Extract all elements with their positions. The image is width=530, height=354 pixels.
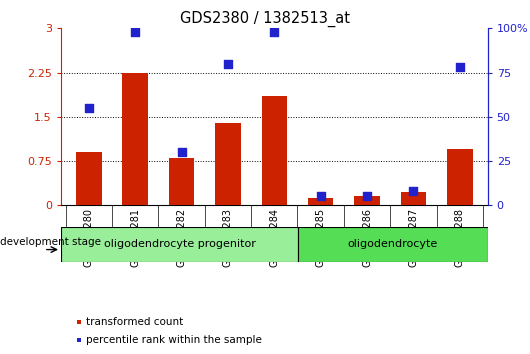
Point	[270, 29, 279, 35]
Text: development stage: development stage	[0, 238, 101, 247]
Bar	[308, 198, 333, 205]
Text: oligodendrocyte progenitor: oligodendrocyte progenitor	[103, 239, 255, 249]
Point	[316, 194, 325, 199]
Bar	[76, 152, 102, 205]
Point	[409, 188, 418, 194]
Text: percentile rank within the sample: percentile rank within the sample	[86, 335, 262, 345]
Bar	[261, 96, 287, 205]
Point	[363, 194, 372, 199]
Bar	[169, 158, 195, 205]
Bar	[447, 149, 473, 205]
FancyBboxPatch shape	[298, 227, 488, 262]
Point	[224, 61, 232, 67]
Text: GDS2380 / 1382513_at: GDS2380 / 1382513_at	[180, 11, 350, 27]
FancyBboxPatch shape	[61, 227, 298, 262]
Point	[178, 149, 186, 155]
Point	[85, 105, 93, 111]
Bar	[401, 192, 426, 205]
Text: transformed count: transformed count	[86, 317, 184, 327]
Text: oligodendrocyte: oligodendrocyte	[348, 239, 438, 249]
Bar	[215, 123, 241, 205]
Point	[456, 64, 464, 70]
Bar	[354, 196, 380, 205]
Point	[131, 29, 139, 35]
Bar	[122, 73, 148, 205]
